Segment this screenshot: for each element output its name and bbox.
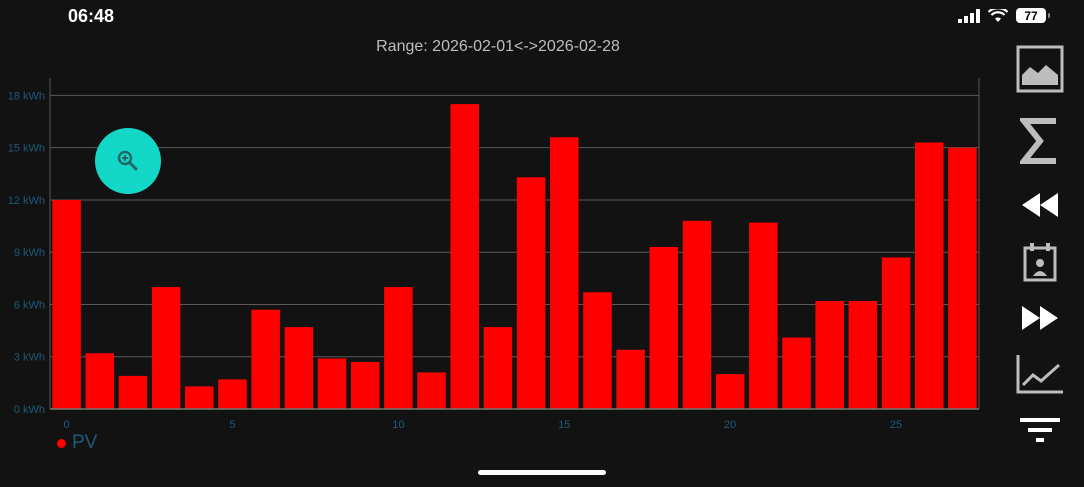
bar[interactable] xyxy=(251,309,280,409)
bar[interactable] xyxy=(749,222,778,409)
chart-legend: PV xyxy=(57,432,97,454)
bar[interactable] xyxy=(350,361,380,409)
bar[interactable] xyxy=(85,353,115,409)
bar[interactable] xyxy=(516,177,546,409)
filter-button[interactable] xyxy=(1010,406,1070,456)
bar[interactable] xyxy=(118,375,148,409)
rewind-button[interactable] xyxy=(1010,180,1070,230)
calendar-button[interactable] xyxy=(1010,237,1070,287)
bar-chart[interactable]: 0 kWh 3 kWh 6 kWh 9 kWh 12 kWh 15 kWh 18 kWh 0 5… xyxy=(0,0,1000,430)
home-indicator xyxy=(478,470,606,475)
bar[interactable] xyxy=(450,104,479,409)
status-time: 06:48 xyxy=(68,6,115,26)
battery-icon: 77 xyxy=(1016,8,1050,23)
signal-icon xyxy=(958,8,980,23)
bar[interactable] xyxy=(914,142,944,410)
bar[interactable] xyxy=(616,349,645,409)
trend-chart-icon xyxy=(1016,355,1063,394)
y-tick-label: 15 kWh xyxy=(8,143,45,155)
calendar-icon xyxy=(1023,243,1057,282)
y-tick-label: 18 kWh xyxy=(8,90,45,102)
x-tick-label: 0 xyxy=(64,419,70,430)
filter-icon xyxy=(1020,418,1060,442)
fast-forward-button[interactable] xyxy=(1010,293,1070,343)
fast-forward-icon xyxy=(1022,306,1058,330)
bar[interactable] xyxy=(52,199,81,409)
bar[interactable] xyxy=(483,327,513,409)
x-tick-label: 5 xyxy=(229,419,235,430)
image-icon xyxy=(1016,45,1064,93)
rewind-icon xyxy=(1022,193,1058,217)
x-tick-label: 20 xyxy=(724,419,736,430)
y-tick-label: 12 kWh xyxy=(8,195,45,207)
wifi-icon xyxy=(988,8,1008,22)
battery-level: 77 xyxy=(1024,8,1038,23)
bar[interactable] xyxy=(948,147,977,409)
bar[interactable] xyxy=(550,137,579,410)
bar[interactable] xyxy=(649,246,679,409)
x-tick-label: 25 xyxy=(890,419,902,430)
status-indicators: 77 xyxy=(958,8,1050,23)
legend-marker xyxy=(57,438,66,448)
bar[interactable] xyxy=(151,287,181,409)
bar[interactable] xyxy=(715,374,745,409)
sum-icon xyxy=(1020,118,1056,164)
x-tick-label: 15 xyxy=(558,419,570,430)
bar[interactable] xyxy=(782,337,811,409)
bar[interactable] xyxy=(317,358,347,409)
bar[interactable] xyxy=(583,292,612,409)
trend-button[interactable] xyxy=(1010,349,1070,399)
sum-button[interactable] xyxy=(1010,116,1070,166)
x-tick-label: 10 xyxy=(392,419,404,430)
bar[interactable] xyxy=(417,372,446,409)
bar[interactable] xyxy=(185,386,214,409)
y-tick-label: 6 kWh xyxy=(14,299,45,311)
bar[interactable] xyxy=(848,300,878,409)
y-tick-label: 0 kWh xyxy=(14,404,45,416)
bar[interactable] xyxy=(218,379,247,409)
bar[interactable] xyxy=(682,220,712,409)
image-button[interactable] xyxy=(1010,44,1070,94)
bar[interactable] xyxy=(881,257,911,409)
y-tick-label: 3 kWh xyxy=(14,352,45,364)
y-tick-label: 9 kWh xyxy=(14,247,45,259)
bar[interactable] xyxy=(384,287,413,409)
legend-label: PV xyxy=(72,432,98,453)
bar[interactable] xyxy=(284,327,314,409)
range-title: Range: 2026-02-01<->2026-02-28 xyxy=(376,38,620,55)
bar[interactable] xyxy=(815,300,844,409)
zoom-in-icon xyxy=(117,150,138,171)
zoom-button[interactable] xyxy=(95,128,161,194)
